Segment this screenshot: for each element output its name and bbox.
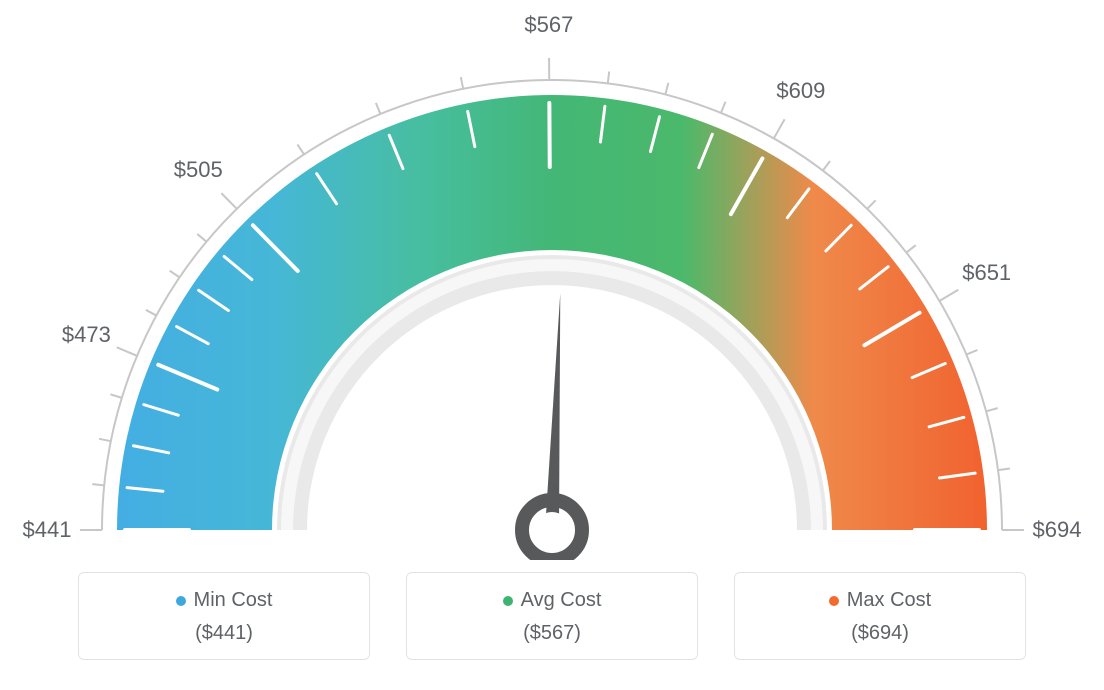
gauge-tick-label: $694 bbox=[1033, 517, 1082, 543]
gauge-area: $441 $473 $505 $567 $609 $651 $694 bbox=[0, 0, 1104, 560]
gauge-tick-label: $567 bbox=[524, 12, 573, 38]
gauge-tick-label: $609 bbox=[776, 78, 825, 104]
gauge-tick-label: $473 bbox=[62, 322, 111, 348]
legend-max-label-text: Max Cost bbox=[847, 589, 931, 612]
dot-icon bbox=[829, 596, 839, 606]
legend-min-value: ($441) bbox=[79, 622, 369, 645]
gauge-tick-label: $505 bbox=[174, 157, 223, 183]
dot-icon bbox=[176, 596, 186, 606]
legend-max-label: Max Cost bbox=[829, 589, 931, 612]
legend-min-label-text: Min Cost bbox=[194, 589, 273, 612]
legend-avg-label: Avg Cost bbox=[503, 589, 602, 612]
gauge-tick-label: $651 bbox=[962, 260, 1011, 286]
legend-avg-label-text: Avg Cost bbox=[521, 589, 602, 612]
legend-avg: Avg Cost ($567) bbox=[406, 572, 698, 660]
dot-icon bbox=[503, 596, 513, 606]
legend-max: Max Cost ($694) bbox=[734, 572, 1026, 660]
legend-max-value: ($694) bbox=[735, 622, 1025, 645]
legend-min: Min Cost ($441) bbox=[78, 572, 370, 660]
cost-gauge-chart: $441 $473 $505 $567 $609 $651 $694 Min Cost ($… bbox=[0, 0, 1104, 690]
gauge-tick-label: $441 bbox=[23, 517, 72, 543]
legend-min-label: Min Cost bbox=[176, 589, 273, 612]
legend: Min Cost ($441) Avg Cost ($567) Max Cost… bbox=[0, 572, 1104, 660]
gauge-svg bbox=[0, 0, 1104, 560]
legend-avg-value: ($567) bbox=[407, 622, 697, 645]
